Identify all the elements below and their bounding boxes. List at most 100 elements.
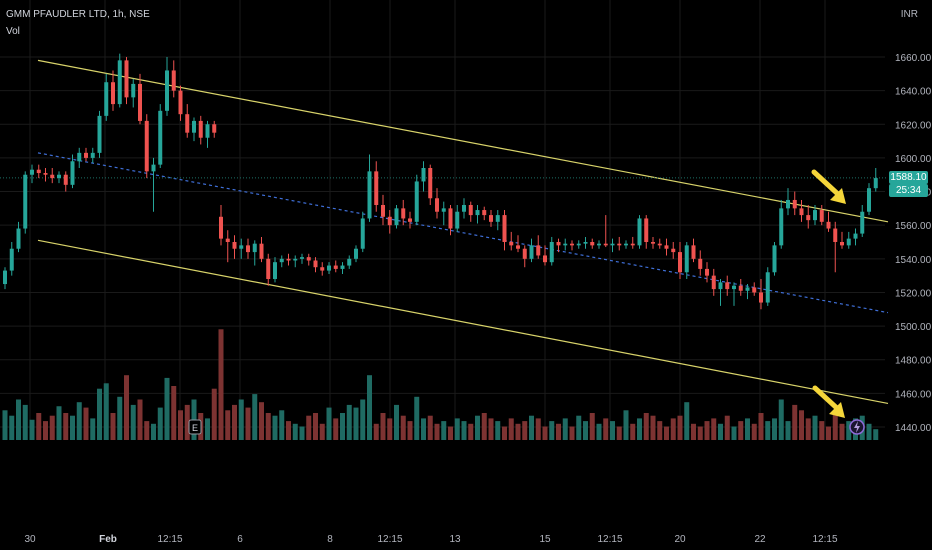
volume-bar bbox=[286, 421, 291, 440]
volume-bar bbox=[488, 418, 494, 440]
volume-bars bbox=[2, 329, 879, 440]
volume-bar bbox=[502, 426, 507, 440]
volume-arrow-icon bbox=[812, 385, 845, 418]
candle-body bbox=[867, 188, 871, 212]
volume-bar bbox=[103, 383, 109, 440]
candle bbox=[30, 164, 34, 184]
candle bbox=[138, 73, 142, 125]
candle-body bbox=[30, 169, 34, 175]
volume-bar bbox=[819, 421, 825, 440]
candle bbox=[502, 210, 507, 251]
volume-bar bbox=[56, 406, 62, 440]
candle-body bbox=[225, 238, 230, 242]
candle-body bbox=[583, 242, 588, 244]
candle bbox=[441, 201, 446, 226]
candle-body bbox=[657, 243, 662, 246]
candle bbox=[185, 104, 190, 138]
candle bbox=[860, 205, 865, 237]
candle-body bbox=[414, 181, 419, 222]
volume-bar bbox=[367, 375, 372, 440]
candle-body bbox=[556, 242, 561, 246]
volume-bar bbox=[340, 413, 345, 440]
volume-bar bbox=[394, 404, 399, 440]
candle bbox=[657, 238, 662, 249]
volume-bar bbox=[718, 423, 723, 440]
volume-bar bbox=[448, 426, 453, 440]
candle-body bbox=[381, 205, 385, 217]
volume-bar bbox=[778, 399, 784, 440]
volume-bar bbox=[677, 415, 683, 440]
candle-body bbox=[131, 83, 136, 98]
candle bbox=[590, 238, 595, 249]
volume-bar bbox=[529, 415, 534, 440]
volume-bar bbox=[792, 404, 798, 440]
candle-body bbox=[192, 120, 196, 133]
candle-body bbox=[374, 171, 379, 205]
candle-body bbox=[873, 178, 878, 189]
candle bbox=[9, 242, 14, 276]
time-tick-label: Feb bbox=[99, 534, 117, 545]
arrow-head bbox=[829, 402, 845, 418]
arrow-shaft bbox=[812, 385, 842, 413]
candle bbox=[549, 236, 554, 266]
candle-body bbox=[482, 210, 487, 216]
time-tick-label: 22 bbox=[754, 534, 766, 545]
candle bbox=[90, 147, 95, 163]
volume-bar bbox=[137, 399, 143, 440]
volume-bar bbox=[218, 329, 224, 440]
candle bbox=[97, 110, 102, 158]
volume-bar bbox=[272, 415, 278, 440]
candle-body bbox=[97, 115, 102, 153]
candle bbox=[293, 255, 298, 268]
candle-body bbox=[833, 228, 838, 242]
candle bbox=[192, 117, 196, 142]
time-tick-label: 15 bbox=[539, 534, 551, 545]
candle bbox=[799, 199, 804, 222]
volume-bar bbox=[691, 423, 696, 440]
candle bbox=[165, 57, 169, 116]
candle bbox=[367, 154, 372, 222]
breakout-arrow-icon bbox=[811, 169, 846, 204]
candle-body bbox=[705, 268, 709, 276]
candle-body bbox=[637, 218, 642, 246]
time-tick-label: 20 bbox=[674, 534, 686, 545]
volume-bar bbox=[171, 386, 177, 440]
candle-body bbox=[124, 60, 129, 98]
volume-bar bbox=[623, 410, 629, 440]
candle-body bbox=[711, 275, 716, 290]
candle bbox=[50, 168, 55, 184]
price-tick-label: 1600.00 bbox=[895, 154, 932, 165]
candle bbox=[873, 168, 878, 192]
candle bbox=[16, 221, 21, 253]
candle bbox=[77, 147, 82, 168]
candle bbox=[414, 174, 419, 226]
candle-body bbox=[293, 258, 298, 261]
candle bbox=[286, 253, 291, 266]
candle-body bbox=[360, 218, 365, 249]
volume-bar bbox=[306, 415, 312, 440]
candle-body bbox=[819, 210, 824, 222]
volume-bar bbox=[772, 418, 777, 440]
price-tick-label: 1540.00 bbox=[895, 255, 932, 266]
candle-body bbox=[84, 152, 88, 158]
time-axis: 30 Feb 12:15 6 8 12:15 13 15 12:15 20 22 12:15 bbox=[24, 534, 838, 545]
channel-upper-line bbox=[37, 59, 889, 223]
volume-bar bbox=[110, 413, 116, 440]
volume-bar bbox=[211, 388, 217, 440]
candle-body bbox=[610, 243, 615, 246]
candle bbox=[435, 188, 439, 219]
time-tick-label: 12:15 bbox=[377, 534, 402, 545]
candle bbox=[786, 188, 790, 216]
candle bbox=[819, 205, 824, 226]
candle-body bbox=[401, 208, 406, 219]
candle-body bbox=[320, 267, 325, 271]
chart-title: GMM PFAUDLER LTD, 1h, NSE bbox=[6, 9, 150, 20]
candle-body bbox=[644, 218, 649, 242]
candle-body bbox=[448, 208, 453, 229]
candle bbox=[239, 238, 244, 259]
candle bbox=[833, 221, 838, 273]
candle-body bbox=[63, 174, 68, 185]
candle bbox=[597, 240, 601, 249]
candle bbox=[225, 230, 230, 263]
